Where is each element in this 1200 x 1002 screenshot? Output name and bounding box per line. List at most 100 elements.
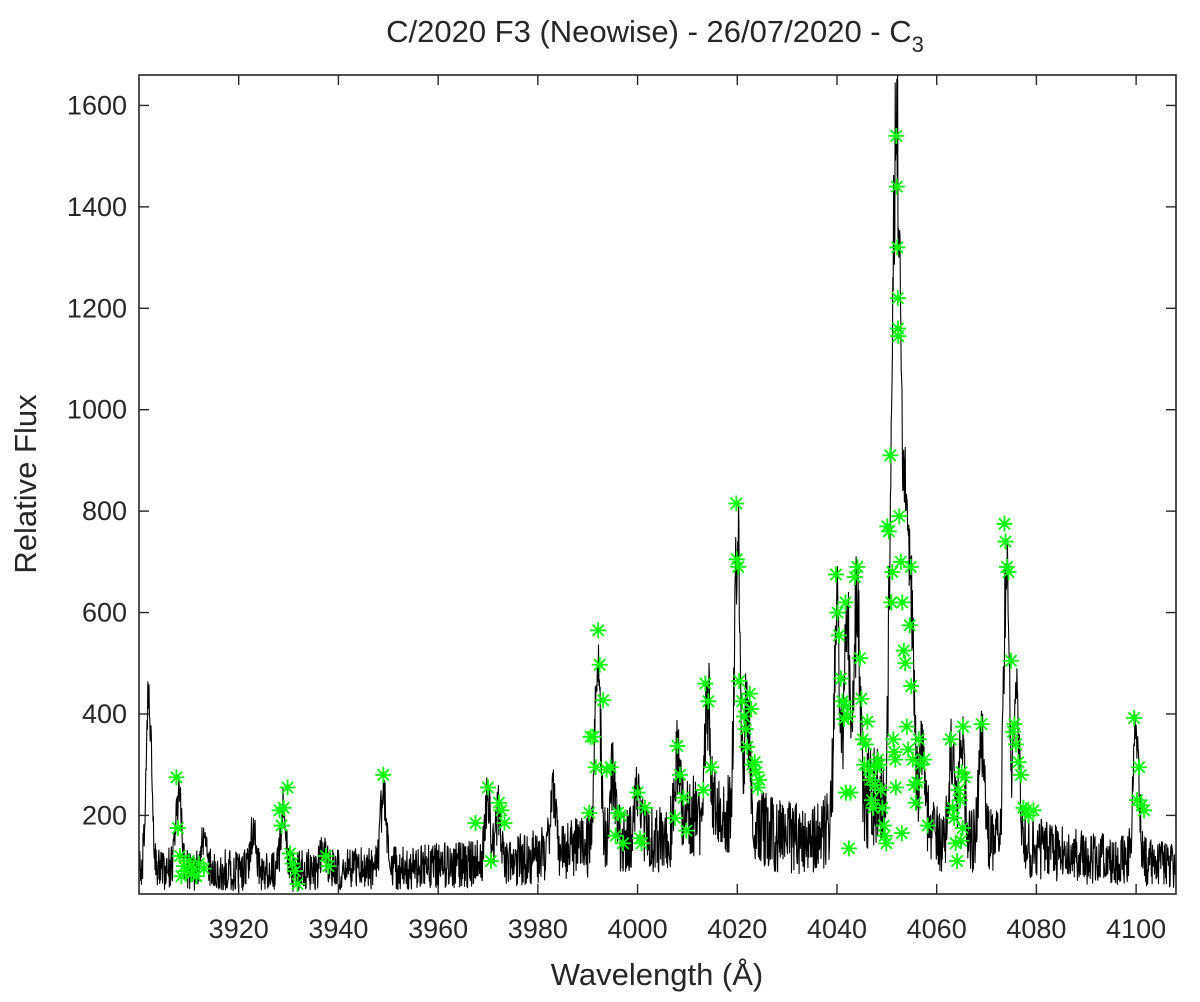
peak-marker xyxy=(284,855,301,872)
peak-marker xyxy=(736,708,753,725)
peak-marker xyxy=(675,789,692,806)
peak-marker xyxy=(875,817,892,834)
peak-marker xyxy=(183,865,200,882)
peak-marker xyxy=(1006,716,1023,733)
peak-marker xyxy=(953,832,970,849)
peak-marker xyxy=(869,751,886,768)
peak-marker xyxy=(632,830,649,847)
x-tick-label: 3980 xyxy=(508,914,568,944)
peak-marker xyxy=(865,799,882,816)
peak-marker xyxy=(859,713,876,730)
peak-marker xyxy=(887,751,904,768)
y-tick-label: 600 xyxy=(82,598,127,628)
peak-marker xyxy=(955,718,972,735)
peak-marker xyxy=(493,802,510,819)
peak-marker xyxy=(666,809,683,826)
peak-marker xyxy=(479,779,496,796)
peak-marker xyxy=(849,558,866,575)
peak-marker xyxy=(860,761,877,778)
peak-marker xyxy=(973,716,990,733)
peak-marker xyxy=(633,835,650,852)
peak-marker xyxy=(1012,766,1029,783)
peak-marker xyxy=(839,708,856,725)
peak-marker xyxy=(857,736,874,753)
peak-marker xyxy=(885,731,902,748)
peak-marker xyxy=(907,794,924,811)
peak-marker xyxy=(956,769,973,786)
peak-marker xyxy=(946,809,963,826)
peak-marker xyxy=(728,495,745,512)
peak-marker xyxy=(827,566,844,583)
peak-marker xyxy=(838,698,855,715)
peak-marker xyxy=(897,655,914,672)
peak-marker xyxy=(1007,736,1024,753)
peak-marker-layer xyxy=(168,127,1153,892)
peak-marker xyxy=(840,840,857,857)
plot-area xyxy=(139,75,1176,892)
peak-marker xyxy=(598,761,615,778)
peak-marker xyxy=(902,558,919,575)
peak-marker xyxy=(872,782,889,799)
peak-marker xyxy=(289,875,306,892)
peak-marker xyxy=(886,744,903,761)
peak-marker xyxy=(629,784,646,801)
peak-marker xyxy=(741,685,758,702)
y-tick-label: 200 xyxy=(82,800,127,830)
peak-marker xyxy=(590,622,607,639)
x-tick-label: 3960 xyxy=(408,914,468,944)
peak-marker xyxy=(317,847,334,864)
peak-marker xyxy=(1004,723,1021,740)
peak-marker xyxy=(876,827,893,844)
peak-marker xyxy=(273,817,290,834)
peak-marker xyxy=(835,711,852,728)
peak-marker xyxy=(953,764,970,781)
peak-marker xyxy=(871,756,888,773)
peak-marker xyxy=(168,769,185,786)
peak-marker xyxy=(846,569,863,586)
peak-marker xyxy=(703,759,720,776)
y-axis: 200 400 600 800 1000 1200 1400 1600 xyxy=(67,90,1176,830)
peak-marker xyxy=(728,551,745,568)
peak-marker xyxy=(612,807,629,824)
y-axis-label: Relative Flux xyxy=(8,394,43,574)
peak-marker xyxy=(467,815,484,832)
peak-marker xyxy=(909,774,926,791)
peak-marker xyxy=(944,799,961,816)
peak-marker xyxy=(842,784,859,801)
peak-marker xyxy=(851,650,868,667)
peak-marker xyxy=(275,799,292,816)
peak-marker xyxy=(916,751,933,768)
x-tick-label: 4040 xyxy=(807,914,867,944)
peak-marker xyxy=(950,782,967,799)
peak-marker xyxy=(874,799,891,816)
peak-marker xyxy=(496,815,513,832)
y-tick-label: 1400 xyxy=(67,192,127,222)
peak-marker xyxy=(888,178,905,195)
peak-marker xyxy=(1025,802,1042,819)
peak-marker xyxy=(188,868,205,885)
peak-marker xyxy=(996,515,1013,532)
peak-marker xyxy=(737,721,754,738)
peak-marker xyxy=(587,759,604,776)
peak-marker xyxy=(271,802,288,819)
peak-marker xyxy=(997,533,1014,550)
peak-marker xyxy=(893,825,910,842)
peak-marker xyxy=(883,594,900,611)
peak-marker xyxy=(282,845,299,862)
x-axis-label: Wavelength (Å) xyxy=(551,957,764,992)
chart-title: C/2020 F3 (Neowise) - 26/07/2020 - C3 xyxy=(386,14,924,57)
peak-marker xyxy=(731,673,748,690)
peak-marker xyxy=(169,820,186,837)
peak-marker xyxy=(880,523,897,540)
peak-marker xyxy=(1000,563,1017,580)
peak-marker xyxy=(863,792,880,809)
x-tick-label: 4000 xyxy=(608,914,668,944)
peak-marker xyxy=(734,693,751,710)
peak-marker xyxy=(879,518,896,535)
peak-marker xyxy=(895,642,912,659)
peak-marker xyxy=(671,766,688,783)
peak-marker xyxy=(889,290,906,307)
x-tick-label: 4080 xyxy=(1006,914,1066,944)
peak-marker xyxy=(178,863,195,880)
